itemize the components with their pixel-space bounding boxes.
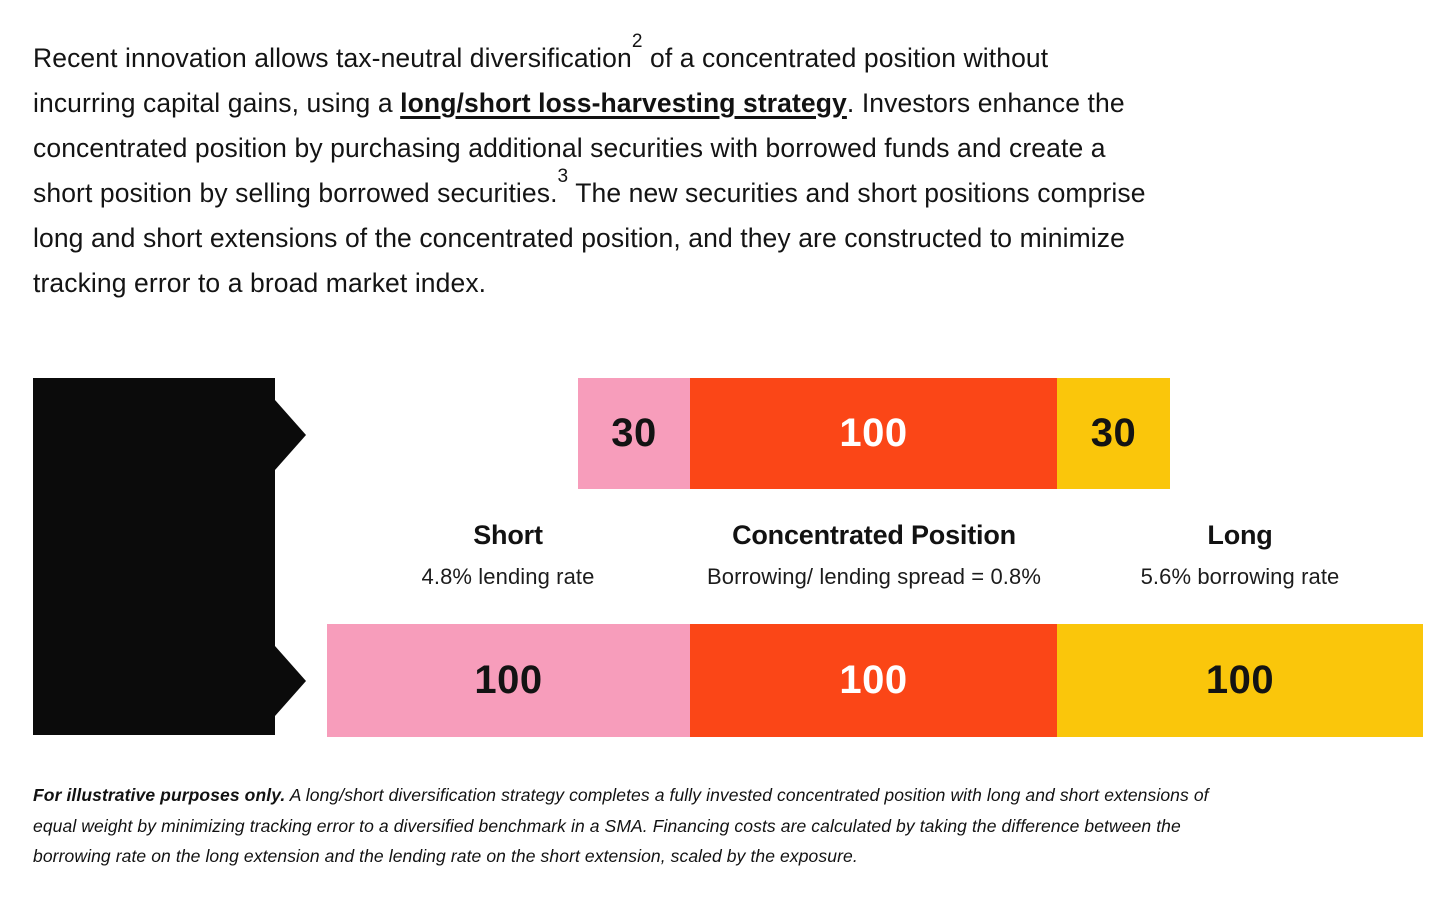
footnote-marker: 2 [631,31,643,53]
short-title: Short [473,520,543,550]
long-position-segment: 100 [1057,624,1423,737]
concentrated-extension-segment: 100 [690,378,1057,489]
long-subtitle: 5.6% borrowing rate [1140,564,1340,589]
footnote-lead-in: For illustrative purposes only. [33,785,286,805]
short-subtitle: 4.8% lending rate [421,564,595,589]
position-bar: 100 100 100 [327,624,1423,737]
concentrated-position-title: Concentrated Position [732,520,1016,550]
footnote: For illustrative purposes only. A long/s… [33,785,1209,866]
formula-top-prefix: 0.3 x 0.8 = [62,798,189,825]
financing-cost-title: Financing Cost [62,902,234,907]
short-extension-segment: 30 [578,378,690,489]
intro-paragraph: Recent innovation allows tax-neutral div… [33,31,1146,298]
column-label-long: Long 5.6% borrowing rate [1030,520,1450,590]
column-label-short: Short 4.8% lending rate [298,520,718,590]
financing-formula-top: 0.3 x 0.8 = 0.24 [62,798,238,826]
long-extension-segment: 30 [1057,378,1170,489]
column-label-concentrated-position: Concentrated Position Borrowing/ lending… [664,520,1084,590]
arrow-right-top-icon [275,400,306,470]
formula-top-result: 0.24 [188,798,238,825]
long-title: Long [1207,520,1273,550]
concentrated-position-subtitle: Borrowing/ lending spread = 0.8% [706,564,1042,589]
short-position-segment: 100 [327,624,690,737]
footnote-marker: 3 [557,166,569,188]
financing-cost-box: 0.3 x 0.8 = 0.24 Financing Cost 1.0 x 0.… [33,378,306,907]
extension-bar: 30 100 30 [578,378,1170,489]
concentrated-position-segment: 100 [690,624,1057,737]
strategy-link[interactable]: long/short loss-harvesting strategy [400,88,847,118]
arrow-right-bottom-icon [275,646,306,716]
